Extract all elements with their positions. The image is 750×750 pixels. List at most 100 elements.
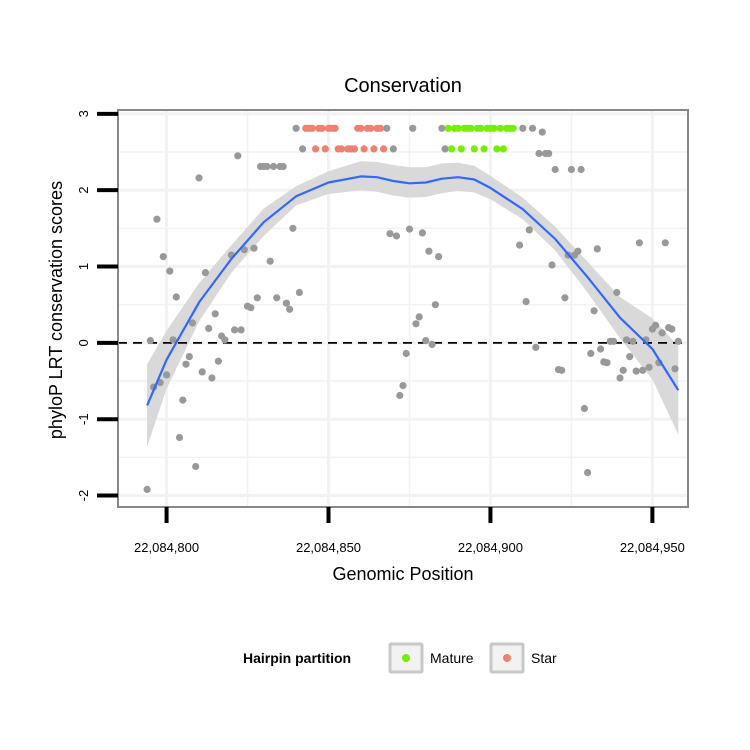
data-point xyxy=(286,305,294,313)
data-point xyxy=(269,162,278,171)
panel-frame xyxy=(117,109,689,508)
data-point xyxy=(399,382,407,390)
data-point xyxy=(299,145,307,153)
data-point xyxy=(392,232,401,240)
data-point xyxy=(166,267,174,275)
y-tick-label: 2 xyxy=(76,187,91,194)
data-point xyxy=(567,165,576,174)
star-data-point xyxy=(350,145,358,153)
star-data-point xyxy=(380,145,388,153)
data-point xyxy=(609,337,618,345)
data-point xyxy=(402,349,410,358)
star-data-point xyxy=(308,124,316,132)
data-point xyxy=(639,366,647,374)
x-tick-label: 22,084,900 xyxy=(458,540,523,555)
y-tick-label: -1 xyxy=(76,413,91,425)
x-tick-label: 22,084,950 xyxy=(620,540,685,555)
data-point xyxy=(279,162,287,171)
data-point xyxy=(516,241,524,249)
data-point xyxy=(645,363,653,371)
data-point xyxy=(192,462,200,471)
data-point xyxy=(551,165,559,174)
data-point xyxy=(584,469,592,477)
data-point xyxy=(179,396,187,404)
mature-data-point xyxy=(448,145,456,153)
star-data-point xyxy=(337,145,346,153)
y-tick-label: 3 xyxy=(76,110,91,117)
mature-data-point xyxy=(493,145,501,153)
mature-data-point xyxy=(457,145,465,153)
data-point xyxy=(545,149,553,158)
data-point xyxy=(146,337,154,345)
x-tick-label: 22,084,800 xyxy=(134,540,199,555)
legend-label-mature: Mature xyxy=(430,650,474,666)
y-tick-label: 0 xyxy=(76,339,91,346)
mature-data-point xyxy=(496,124,504,132)
data-point xyxy=(522,298,530,306)
data-point xyxy=(282,299,290,307)
data-point xyxy=(198,368,206,376)
data-point xyxy=(441,145,449,153)
data-point xyxy=(674,337,682,345)
data-point xyxy=(548,261,556,269)
data-points xyxy=(143,124,682,493)
data-point xyxy=(561,294,569,302)
mature-data-point xyxy=(490,124,498,132)
data-point xyxy=(231,326,239,334)
data-point xyxy=(597,345,605,353)
star-data-point xyxy=(321,145,329,153)
data-point xyxy=(163,371,171,379)
data-point xyxy=(425,247,433,255)
mature-data-point xyxy=(480,145,488,153)
data-point xyxy=(616,374,624,382)
data-point xyxy=(273,294,281,302)
data-point xyxy=(519,124,527,132)
star-data-point xyxy=(367,124,375,132)
x-axis-title: Genomic Position xyxy=(332,564,473,584)
data-point xyxy=(405,225,414,233)
data-point xyxy=(525,226,533,234)
axis-ticks: 22,084,800 22,084,850 22,084,900 22,084,950… xyxy=(76,110,685,555)
data-point xyxy=(532,343,540,351)
data-point xyxy=(412,320,420,328)
data-point xyxy=(205,324,213,332)
data-point xyxy=(153,215,161,223)
y-tick-label: 1 xyxy=(76,263,91,270)
data-point xyxy=(574,247,582,255)
y-axis-title: phyloP LRT conservation scores xyxy=(46,181,66,439)
panel-border xyxy=(117,109,689,508)
mature-data-point xyxy=(499,145,507,153)
data-point xyxy=(622,336,631,344)
data-point xyxy=(292,124,300,132)
data-point xyxy=(396,391,404,400)
data-point xyxy=(593,245,601,253)
y-tick-label: -2 xyxy=(76,490,91,502)
star-data-point xyxy=(312,145,320,153)
data-point xyxy=(169,336,177,344)
confidence-ribbon-layer xyxy=(147,161,679,447)
data-point xyxy=(182,360,190,368)
data-point xyxy=(195,174,203,182)
star-data-point xyxy=(376,124,384,132)
data-point xyxy=(619,366,627,374)
legend-title: Hairpin partition xyxy=(243,650,351,666)
data-point xyxy=(535,149,543,158)
data-point xyxy=(431,301,439,309)
data-point xyxy=(188,319,197,327)
star-data-point xyxy=(331,124,339,132)
data-point xyxy=(211,310,219,318)
data-point xyxy=(658,329,666,337)
data-point xyxy=(435,253,443,261)
mature-data-point xyxy=(477,124,485,132)
data-point xyxy=(250,244,258,252)
data-point xyxy=(143,485,151,493)
data-point xyxy=(528,124,537,132)
legend-key-mature xyxy=(402,654,410,662)
data-point xyxy=(214,357,222,365)
data-point xyxy=(208,374,216,382)
data-point xyxy=(613,288,621,297)
smooth-curve-layer xyxy=(146,175,680,406)
star-data-point xyxy=(357,124,365,132)
data-point xyxy=(635,239,644,247)
